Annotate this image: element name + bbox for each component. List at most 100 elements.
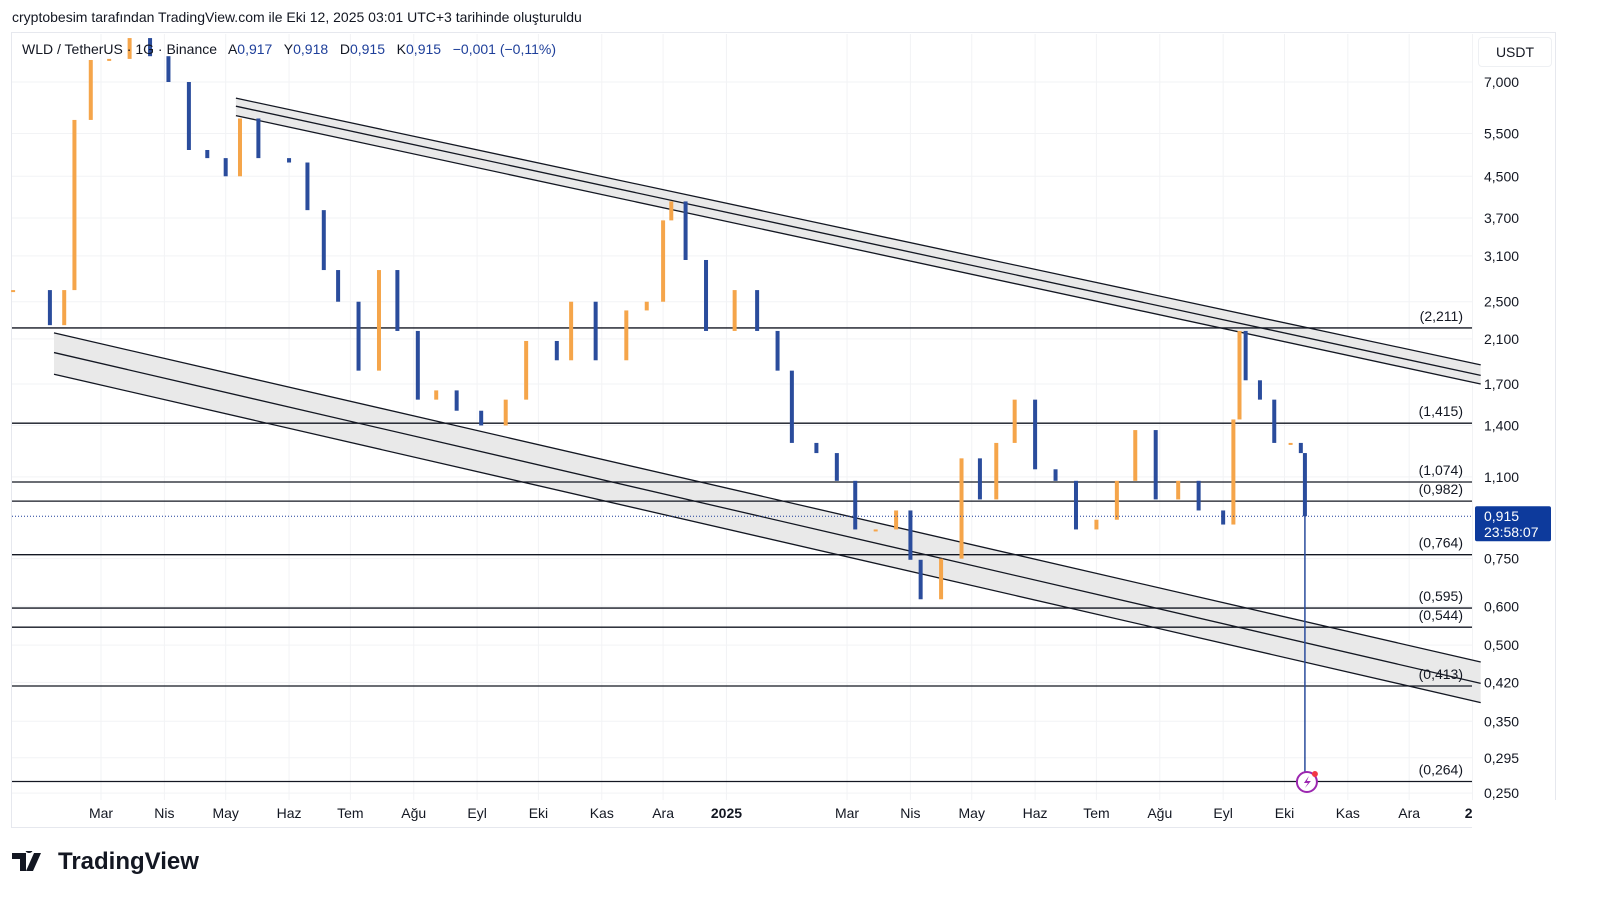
candle (479, 410, 484, 426)
candle (1243, 330, 1248, 381)
price-axis: 7,000 5,500 4,500 3,700 3,100 2,500 2,100 1,700… (1484, 74, 1519, 801)
candle (755, 290, 760, 331)
y-tick-label: 1,400 (1484, 417, 1519, 433)
candle (1237, 330, 1242, 420)
candle (624, 310, 629, 361)
y-tick-label: 4,500 (1484, 168, 1519, 184)
y-tick-label: 0,250 (1484, 785, 1519, 801)
candle (569, 301, 574, 361)
y-tick-label: 0,420 (1484, 674, 1519, 690)
svg-text:23:58:07: 23:58:07 (1484, 524, 1539, 540)
candle (415, 330, 420, 400)
candle (395, 270, 400, 331)
x-tick-label: May (959, 805, 985, 821)
grid (12, 34, 1474, 800)
channel-line (235, 97, 1481, 366)
change-value: −0,001 (−0,11%) (452, 41, 556, 57)
candle (72, 119, 77, 291)
candle (1133, 430, 1138, 481)
candle (1196, 480, 1201, 511)
open-value: 0,917 (237, 41, 273, 57)
candle (669, 201, 674, 221)
x-tick-label: Haz (277, 805, 302, 821)
candle (1221, 510, 1226, 525)
high-value: 0,918 (293, 41, 329, 57)
candle (127, 38, 132, 59)
horizontal-levels: (2,211) (1,415) (1,074) (0,982) (0,764) (0,59… (12, 308, 1472, 783)
x-tick-label: Eki (529, 805, 548, 821)
x-tick-label: Eyl (1213, 805, 1232, 821)
y-tick-label: 0,295 (1484, 750, 1519, 766)
y-tick-label: 3,100 (1484, 248, 1519, 264)
candle (107, 58, 112, 61)
level-label: (0,982) (1419, 481, 1463, 497)
low-label: D (339, 41, 350, 57)
candle (1073, 480, 1078, 530)
currency-button[interactable]: USDT (1478, 37, 1552, 67)
level-label: (0,595) (1419, 588, 1463, 604)
candle (704, 259, 709, 331)
y-tick-label: 1,700 (1484, 376, 1519, 392)
x-tick-label: Ara (1398, 805, 1420, 821)
channel-line (53, 373, 1481, 704)
candle (205, 149, 210, 159)
candle (1298, 442, 1303, 454)
candle (454, 390, 459, 411)
candle (166, 56, 171, 82)
candle (994, 442, 999, 500)
candle (1257, 380, 1262, 400)
open-label: A (227, 41, 238, 57)
candle (939, 558, 944, 600)
time-axis: Mar Nis May Haz Tem Ağu Eyl Eki Kas Ara 2025 Mar Nis… (89, 800, 1556, 828)
candle (336, 270, 341, 302)
candle (186, 82, 191, 150)
tradingview-mark-icon (12, 851, 41, 871)
y-tick-label: 2,100 (1484, 331, 1519, 347)
y-tick-label: 0,750 (1484, 551, 1519, 567)
channel-line (53, 332, 1481, 663)
channel-line (235, 114, 1481, 385)
candle (237, 118, 242, 177)
candle (287, 158, 292, 163)
x-tick-label: Ağu (1147, 805, 1172, 821)
y-tick-label: 0,350 (1484, 713, 1519, 729)
symbol-name[interactable]: WLD / TetherUS · 1G · Binance (22, 41, 218, 57)
x-tick-label: Nis (154, 805, 174, 821)
candle (683, 201, 688, 260)
x-tick-label: May (212, 805, 238, 821)
close-value: 0,915 (406, 41, 442, 57)
y-tick-label: 3,700 (1484, 210, 1519, 226)
candle (1288, 442, 1293, 445)
candle (789, 370, 794, 443)
candle (894, 510, 899, 530)
x-tick-label: Eki (1275, 805, 1294, 821)
x-tick-label: Ağu (401, 805, 426, 821)
candle (593, 301, 598, 361)
symbol-legend: WLD / TetherUS · 1G · Binance A0,917 Y0,… (22, 41, 556, 57)
close-label: K (396, 41, 407, 57)
alert-dot (1311, 771, 1318, 777)
candle (223, 158, 228, 177)
candle (853, 480, 858, 530)
level-label: (2,211) (1420, 308, 1463, 324)
candle (148, 38, 153, 57)
candle (1231, 419, 1236, 525)
candle (376, 270, 381, 371)
lightning-alert-icon[interactable] (1295, 771, 1318, 793)
candle (11, 290, 16, 293)
candle (1302, 453, 1307, 517)
candle (88, 60, 93, 120)
channel-line (53, 351, 1481, 685)
candle (918, 559, 923, 600)
candle (305, 162, 310, 211)
brand-name: TradingView (58, 848, 199, 875)
candle (644, 301, 649, 311)
x-tick-label: Mar (89, 805, 113, 821)
x-tick-label: Nis (900, 805, 920, 821)
candle (1153, 430, 1158, 500)
y-tick-label: 5,500 (1484, 125, 1519, 141)
candle (1033, 399, 1038, 470)
y-tick-label: 0,600 (1484, 598, 1519, 614)
y-tick-label: 0,500 (1484, 637, 1519, 653)
